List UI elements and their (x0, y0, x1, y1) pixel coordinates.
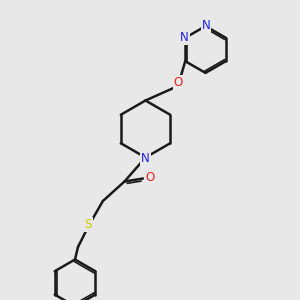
Text: S: S (84, 218, 92, 231)
Text: N: N (141, 152, 150, 166)
Text: O: O (174, 76, 183, 89)
Text: N: N (180, 31, 189, 44)
Text: N: N (202, 19, 211, 32)
Text: O: O (145, 171, 154, 184)
